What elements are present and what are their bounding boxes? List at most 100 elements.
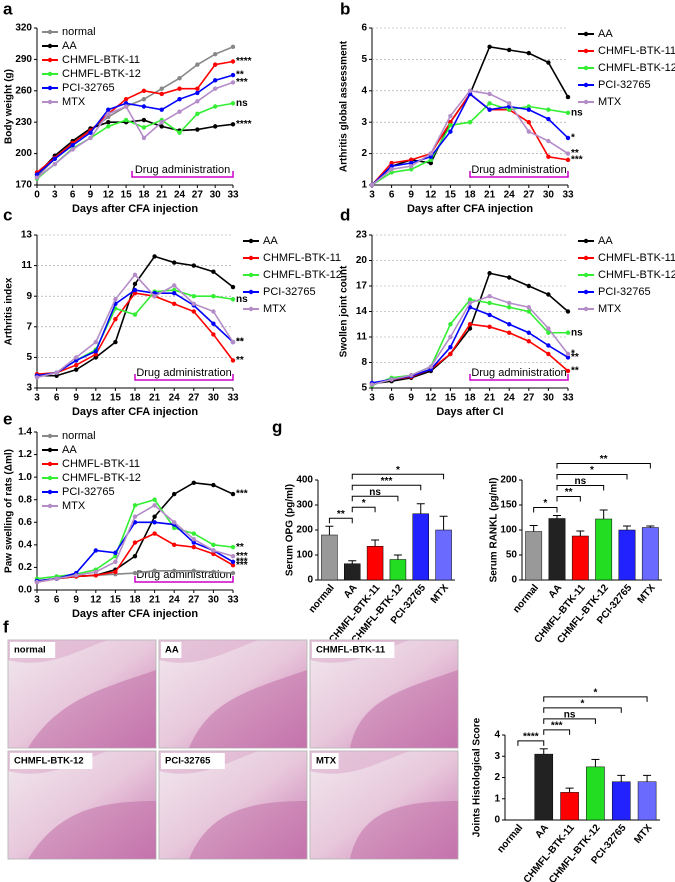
tissue-shape — [159, 640, 259, 663]
data-point — [507, 322, 512, 327]
y-tick-label: 4 — [494, 730, 500, 741]
x-tick-label: 27 — [188, 393, 200, 404]
x-tick-label: 0 — [34, 190, 40, 201]
data-point — [230, 339, 236, 345]
data-point — [565, 330, 571, 335]
data-point — [195, 86, 200, 91]
data-point — [113, 316, 118, 322]
data-point — [507, 305, 512, 310]
tissue-shape — [28, 801, 156, 859]
y-tick-label: 0.6 — [18, 517, 32, 528]
histology-label: AA — [165, 645, 179, 656]
data-point — [54, 576, 59, 581]
significance-label: * — [362, 498, 366, 509]
y-tick-label: 2 — [494, 772, 500, 783]
tissue-shape — [350, 801, 458, 859]
legend-marker — [47, 71, 53, 77]
legend-label: CHMFL-BTK-11 — [62, 458, 140, 470]
data-point — [177, 96, 182, 102]
data-point — [172, 287, 177, 293]
legend-marker — [248, 272, 254, 278]
legend-marker — [248, 306, 254, 312]
data-point — [177, 86, 182, 91]
y-tick-label: 150 — [500, 500, 517, 511]
data-point — [191, 531, 196, 536]
legend-label: CHMFL-BTK-11 — [263, 252, 341, 264]
significance-bracket — [533, 507, 558, 513]
data-point — [132, 520, 138, 525]
data-point — [212, 104, 218, 109]
data-point — [467, 300, 473, 306]
data-point — [141, 104, 147, 109]
bar — [595, 518, 613, 581]
data-point — [526, 305, 531, 310]
y-tick-label: 0.4 — [18, 539, 32, 550]
data-point — [152, 568, 157, 574]
significance-bracket — [556, 463, 651, 469]
data-point — [132, 570, 138, 576]
y-tick-label: 50 — [506, 550, 518, 561]
data-point — [546, 343, 551, 348]
y-tick-label: 0.8 — [18, 494, 32, 505]
data-point — [172, 283, 177, 288]
data-point — [428, 157, 433, 163]
data-point — [526, 129, 531, 134]
data-point — [106, 124, 111, 129]
data-point — [526, 283, 531, 289]
significance-bracket — [543, 718, 596, 724]
y-tick-label: 1 — [494, 793, 500, 804]
data-point — [172, 525, 177, 531]
legend-label: CHMFL-BTK-11 — [62, 54, 140, 66]
data-point — [93, 573, 99, 578]
y-tick-label: 200 — [15, 148, 32, 159]
data-point — [191, 540, 196, 545]
label-box — [161, 753, 225, 769]
legend-label: CHMFL-BTK-12 — [598, 62, 675, 74]
data-point — [132, 503, 138, 508]
x-tick-label: normal — [511, 582, 541, 615]
bar — [412, 513, 429, 581]
data-point — [389, 377, 394, 382]
significance-bracket — [328, 517, 353, 524]
data-point — [34, 579, 40, 585]
data-point — [93, 339, 99, 345]
significance-label: * — [590, 465, 594, 476]
data-point — [113, 550, 118, 555]
x-tick-label: 33 — [227, 393, 239, 404]
y-tick-label: 100 — [296, 550, 313, 561]
y-axis-label: Swollen joint count — [339, 265, 350, 357]
bar — [344, 563, 361, 581]
data-point — [106, 107, 111, 112]
bar — [435, 529, 452, 581]
significance: *** — [236, 556, 248, 567]
legend-marker — [47, 29, 53, 35]
legend-marker — [47, 99, 53, 105]
panel-label: f — [3, 617, 9, 636]
data-point — [565, 94, 571, 100]
legend-marker — [47, 447, 53, 453]
data-point — [74, 367, 79, 372]
significance-label: ns — [564, 709, 576, 720]
x-tick-label: 12 — [90, 595, 102, 606]
x-tick-label: 12 — [425, 393, 437, 404]
x-tick-label: 15 — [445, 190, 457, 201]
legend-marker — [583, 255, 589, 261]
data-point — [211, 332, 216, 337]
data-point — [141, 88, 147, 94]
significance: **** — [236, 119, 252, 130]
y-tick-label: 5 — [361, 383, 367, 394]
data-point — [34, 172, 40, 177]
data-point — [526, 339, 531, 344]
x-tick-label: AA — [342, 583, 360, 601]
data-point — [152, 294, 157, 299]
x-tick-label: 33 — [562, 190, 574, 201]
data-point — [123, 101, 129, 106]
data-point — [507, 330, 512, 335]
data-point — [34, 175, 40, 180]
data-point — [507, 47, 512, 53]
x-tick-label: 33 — [227, 595, 239, 606]
data-point — [70, 147, 75, 152]
legend-marker — [47, 489, 53, 495]
bar — [525, 531, 543, 581]
data-point — [428, 364, 433, 369]
